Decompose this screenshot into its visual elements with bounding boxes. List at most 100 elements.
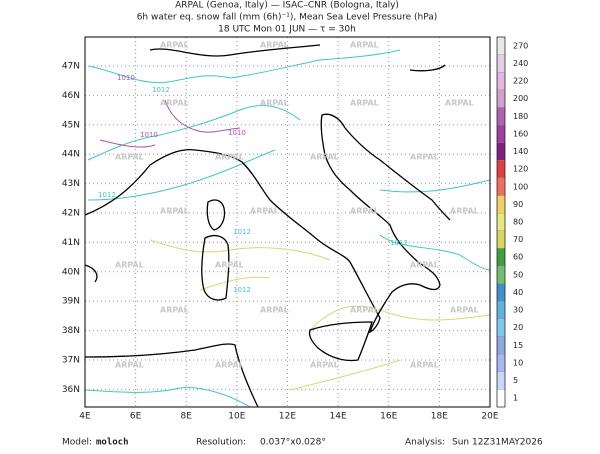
footer-label: Model: <box>62 438 92 448</box>
colorbar-label: 200 <box>513 94 528 103</box>
colorbar-swatch <box>496 160 506 179</box>
watermark: ARPAL <box>160 99 189 108</box>
lon-label: 6E <box>130 412 142 422</box>
colorbar-swatch <box>496 301 506 320</box>
watermark: ARPAL <box>160 306 189 315</box>
colorbar-label: 50 <box>513 270 523 279</box>
lat-label: 43N <box>62 179 80 189</box>
colorbar-label: 40 <box>513 288 523 297</box>
footer-resolution: 0.037°x0.028° <box>260 438 326 448</box>
contour-label: 1010 <box>117 74 135 82</box>
watermark: ARPAL <box>410 361 439 370</box>
watermark: ARPAL <box>215 261 244 270</box>
colorbar-swatch <box>496 353 506 372</box>
footer-model: moloch <box>96 438 129 448</box>
colorbar-swatch <box>496 36 506 55</box>
lat-label: 45N <box>62 120 80 130</box>
colorbar-swatch <box>496 124 506 143</box>
watermark: ARPAL <box>450 207 479 216</box>
colorbar-label: 270 <box>513 41 528 50</box>
lon-label: 16E <box>380 412 397 422</box>
watermark: ARPAL <box>350 99 379 108</box>
colorbar-swatch <box>496 89 506 108</box>
colorbar-swatch <box>496 318 506 337</box>
colorbar-label: 10 <box>513 358 523 367</box>
contour-label: 1010 <box>140 131 158 139</box>
colorbar-label: 5 <box>513 376 518 385</box>
lon-label: 4E <box>79 412 91 422</box>
lat-label: 37N <box>62 356 80 366</box>
colorbar-swatch <box>496 54 506 73</box>
watermark: ARPAL <box>450 306 479 315</box>
lat-label: 46N <box>62 91 80 101</box>
watermark: ARPAL <box>350 207 379 216</box>
title-line: 6h water eq. snow fall (mm (6h)⁻¹), Mean… <box>137 13 438 23</box>
lon-label: 20E <box>481 412 498 422</box>
colorbar-swatch <box>496 248 506 267</box>
colorbar-swatch <box>496 389 506 408</box>
watermark: ARPAL <box>160 207 189 216</box>
colorbar-label: 220 <box>513 77 528 86</box>
watermark: ARPAL <box>115 153 144 162</box>
watermark: ARPAL <box>215 153 244 162</box>
colorbar: 2702402202001801601401201009080706050403… <box>496 36 528 408</box>
colorbar-swatch <box>496 72 506 91</box>
lat-label: 44N <box>62 150 80 160</box>
watermark: ARPAL <box>160 41 189 50</box>
colorbar-swatch <box>496 371 506 390</box>
watermark: ARPAL <box>410 153 439 162</box>
watermark: ARPAL <box>250 207 279 216</box>
lat-label: 41N <box>62 238 80 248</box>
watermark: ARPAL <box>260 41 289 50</box>
footer-analysis: Sun 12Z31MAY2026 <box>452 438 543 448</box>
watermark: ARPAL <box>310 361 339 370</box>
watermark: ARPAL <box>445 99 474 108</box>
lon-label: 18E <box>431 412 448 422</box>
contour-label: 1010 <box>228 129 246 137</box>
colorbar-frame <box>496 36 506 408</box>
colorbar-label: 20 <box>513 323 523 332</box>
footer-label: Resolution: <box>196 438 246 448</box>
colorbar-swatch <box>496 142 506 161</box>
contours <box>84 49 491 408</box>
colorbar-label: 100 <box>513 182 528 191</box>
colorbar-label: 180 <box>513 112 528 121</box>
colorbar-swatch <box>496 336 506 355</box>
lat-label: 39N <box>62 297 80 307</box>
lat-label: 40N <box>62 267 80 277</box>
colorbar-label: 80 <box>513 218 523 227</box>
contour-label: 1012 <box>152 86 170 94</box>
colorbar-swatch <box>496 107 506 126</box>
title-line: ARPAL (Genoa, Italy) — ISAC–CNR (Bologna… <box>175 1 399 11</box>
contour-label: 1012 <box>390 239 408 247</box>
colorbar-swatch <box>496 195 506 214</box>
coastlines <box>84 44 451 408</box>
colorbar-label: 60 <box>513 253 523 262</box>
lon-label: 10E <box>228 412 245 422</box>
colorbar-label: 140 <box>513 147 528 156</box>
lat-label: 42N <box>62 209 80 219</box>
colorbar-label: 90 <box>513 200 523 209</box>
lon-label: 8E <box>181 412 193 422</box>
watermark: ARPAL <box>115 361 144 370</box>
watermark: ARPAL <box>115 261 144 270</box>
colorbar-label: 1 <box>513 394 518 403</box>
watermark: ARPAL <box>310 153 339 162</box>
colorbar-swatch <box>496 213 506 231</box>
colorbar-label: 240 <box>513 59 528 68</box>
colorbar-swatch <box>496 230 506 249</box>
colorbar-label: 120 <box>513 165 528 174</box>
watermark: ARPAL <box>260 99 289 108</box>
contour-label: 1012 <box>233 228 251 236</box>
colorbar-label: 30 <box>513 306 523 315</box>
colorbar-label: 160 <box>513 129 528 138</box>
watermark: ARPAL <box>350 41 379 50</box>
lat-label: 36N <box>62 385 80 395</box>
contour-label: 1012 <box>98 191 116 199</box>
colorbar-label: 70 <box>513 235 523 244</box>
grid <box>85 37 490 407</box>
lon-label: 12E <box>279 412 296 422</box>
watermark: ARPAL <box>410 261 439 270</box>
colorbar-swatch <box>496 177 506 196</box>
